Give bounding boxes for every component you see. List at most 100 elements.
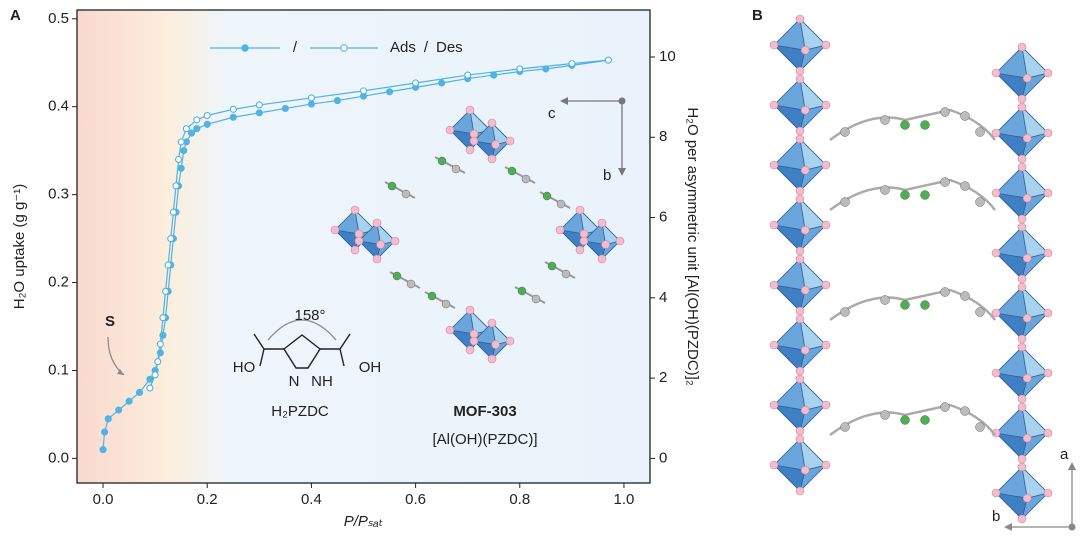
oxygen-atom [615,236,625,246]
formula-label: [Al(OH)(PZDC)] [433,431,538,448]
atom [406,279,416,289]
oxygen-atom [800,345,810,355]
y2-tick-label: 8 [659,128,667,145]
oxygen-atom [769,460,779,470]
oxygen-atom [795,14,805,24]
y2-tick-label: 2 [659,369,667,386]
data-point [385,88,394,96]
data-point [99,446,107,454]
data-point [151,371,159,379]
data-point [175,155,183,164]
y-tick-label: 0.0 [48,449,69,466]
data-point [167,235,175,243]
oxygen-atom [1043,368,1053,378]
oxygen-atom [597,254,607,264]
oxygen-atom [1017,42,1027,52]
oxygen-atom [372,218,382,228]
octahedron-face [994,132,1028,160]
octahedron-face [799,77,827,111]
data-point [104,415,112,423]
octahedron-face [799,197,827,231]
atom [900,300,910,310]
oxygen-atom [769,220,779,230]
legend-marker [241,44,249,52]
data-point [604,56,612,64]
atom [840,307,850,317]
octahedron-face [799,437,827,471]
arrowhead [1004,523,1012,531]
oxygen-atom [795,186,805,196]
atom [531,294,541,304]
oxygen-atom [445,325,455,335]
y2-axis-label: H₂O per asymmetric unit [Al(OH)(PZDC)]₂ [684,107,701,386]
plot-background [77,10,650,483]
data-point [164,261,172,269]
oxygen-atom [555,225,565,235]
octahedron-face [994,252,1028,280]
oxygen-atom [1017,334,1027,344]
octahedron-face [1021,105,1049,139]
oxygen-atom [800,225,810,235]
atom-label: N [289,373,300,390]
axis-a-label: a [1060,446,1069,463]
legend-separator: / [424,39,429,56]
oxygen-atom [1043,68,1053,78]
atom [427,291,437,301]
oxygen-atom [1017,94,1027,104]
y2-tick-label: 10 [659,48,676,65]
y-tick-label: 0.4 [48,98,69,115]
octahedron-face [469,308,491,335]
oxygen-atom [769,400,779,410]
oxygen-atom [769,160,779,170]
octahedron-face [772,284,806,312]
atom [940,107,950,117]
atom-label: HO [233,359,256,376]
octahedron-face [799,377,827,411]
oxygen-atom [1017,222,1027,232]
atom [975,422,985,432]
data-point [146,384,154,392]
oxygen-atom [821,160,831,170]
octahedron-face [469,108,491,135]
octahedron-face [799,317,827,351]
octahedron-face [601,221,621,246]
plot-frame [76,9,651,484]
oxygen-atom [991,188,1001,198]
oxygen-atom [991,488,1001,498]
oxygen-atom [1022,313,1032,323]
atom [547,261,557,271]
data-point [568,60,576,68]
data-point [255,109,263,117]
oxygen-atom [487,354,497,364]
oxygen-atom [597,218,607,228]
data-point [159,314,167,322]
atom [840,422,850,432]
data-point [229,113,237,121]
atom [880,295,890,305]
y2-tick-label: 0 [659,449,667,466]
oxygen-atom [465,305,475,315]
octahedron-face [582,240,607,260]
data-point [255,101,263,109]
oxygen-atom [1043,128,1053,138]
axis-b-label: b [603,167,611,184]
octahedron-face [1021,165,1049,199]
axis-origin [1068,523,1076,531]
oxygen-atom [1043,488,1053,498]
octahedron-face [772,224,806,252]
oxygen-atom [1043,428,1053,438]
oxygen-atom [491,140,500,149]
y2-tick-label: 4 [659,289,667,306]
oxygen-atom [350,245,360,255]
oxygen-atom [487,118,497,128]
atom [900,190,910,200]
octahedron-face [1021,405,1049,439]
angle-label: 158° [294,307,325,324]
oxygen-atom [465,145,475,155]
oxygen-atom [800,45,810,55]
octahedron-face [579,208,601,235]
y-tick-label: 0.2 [48,274,69,291]
atom [960,111,970,121]
atom-label: NH [311,373,333,390]
octahedron-face [376,221,396,246]
